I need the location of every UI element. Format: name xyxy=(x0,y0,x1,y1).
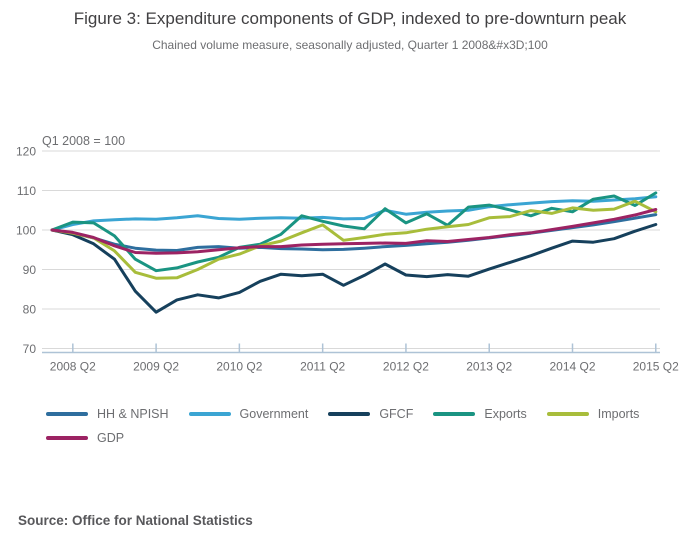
series-line-imports xyxy=(50,199,658,280)
x-axis-tick-label: 2014 Q2 xyxy=(549,360,595,374)
legend-item-exports: Exports xyxy=(433,407,527,421)
x-axis-tick-label: 2013 Q2 xyxy=(466,360,512,374)
x-axis-tick-label: 2008 Q2 xyxy=(50,360,96,374)
y-axis-tick-label: 90 xyxy=(23,263,37,277)
legend-swatch-exports xyxy=(433,412,476,416)
legend-item-hh-npish: HH & NPISH xyxy=(46,407,169,421)
legend-item-government: Government xyxy=(188,407,309,421)
legend-label-imports: Imports xyxy=(597,407,640,421)
legend-swatch-hh-npish xyxy=(46,412,88,416)
series-line-exports xyxy=(50,191,658,273)
y-axis-tick-label: 100 xyxy=(16,224,36,238)
y-axis-tick-label: 70 xyxy=(23,342,37,356)
legend-item-gdp: GDP xyxy=(46,431,124,445)
legend-label-hh-npish: HH & NPISH xyxy=(97,407,169,421)
x-axis-tick-label: 2009 Q2 xyxy=(133,360,179,374)
source-note: Source: Office for National Statistics xyxy=(18,513,253,528)
legend-label-exports: Exports xyxy=(484,407,527,421)
series-line-gfcf xyxy=(50,223,658,314)
chart-legend: HH & NPISH Government GFCF Exports Imports GD… xyxy=(46,407,671,445)
series-line-government xyxy=(50,195,658,232)
legend-label-gfcf: GFCF xyxy=(379,407,414,421)
legend-swatch-government xyxy=(188,412,231,416)
series-line-gdp xyxy=(50,208,658,255)
gdp-components-line-chart: 120 110 100 90 80 70 Q1 2008 = 100 2008 Q2 2009 … xyxy=(16,134,679,374)
legend-item-imports: Imports xyxy=(546,407,640,421)
x-axis-tick-label: 2011 Q2 xyxy=(300,360,345,374)
legend-swatch-gdp xyxy=(46,436,88,440)
y-axis-tick-label: 110 xyxy=(17,184,36,198)
axis-unit-note: Q1 2008 = 100 xyxy=(42,134,125,148)
legend-swatch-imports xyxy=(546,412,589,416)
legend-label-government: Government xyxy=(239,407,309,421)
legend-swatch-gfcf xyxy=(328,412,371,416)
figure-subtitle: Chained volume measure, seasonally adjus… xyxy=(152,38,548,52)
y-axis-tick-label: 80 xyxy=(23,303,37,317)
legend-item-gfcf: GFCF xyxy=(328,407,413,421)
figure-title: Figure 3: Expenditure components of GDP,… xyxy=(73,9,627,28)
y-axis-tick-label: 120 xyxy=(16,145,36,159)
x-axis-tick-label: 2012 Q2 xyxy=(383,360,429,374)
x-axis-tick-label: 2010 Q2 xyxy=(216,360,262,374)
x-axis-tick-label: 2015 Q2 xyxy=(633,360,679,374)
legend-label-gdp: GDP xyxy=(97,431,125,445)
